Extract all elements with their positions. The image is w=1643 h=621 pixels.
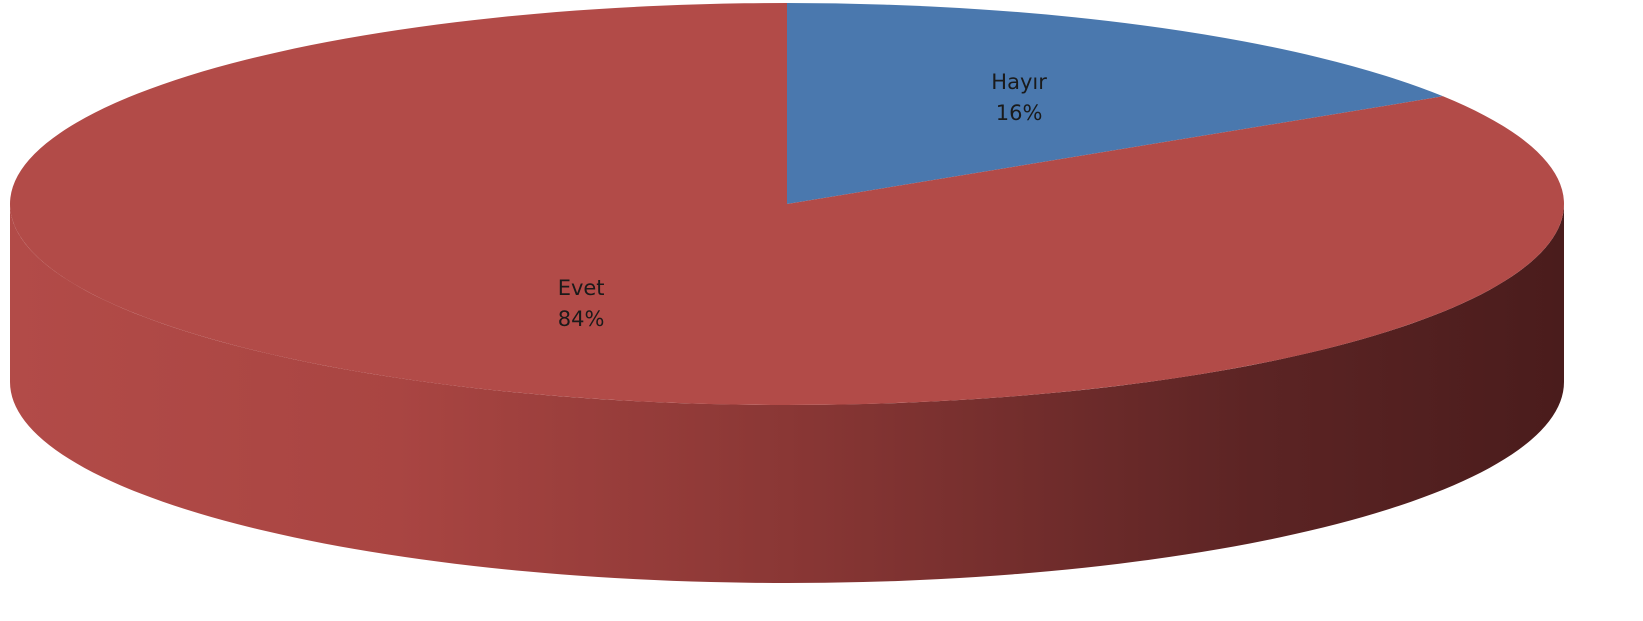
slice-label-value: 84% (558, 307, 605, 331)
pie-side-wall (10, 204, 1564, 583)
slice-label-value: 16% (996, 101, 1043, 125)
pie-slice-0 (787, 3, 1444, 204)
slice-label-name: Hayır (991, 70, 1047, 94)
slice-label-name: Evet (558, 276, 605, 300)
pie-slice-1 (10, 3, 1565, 405)
